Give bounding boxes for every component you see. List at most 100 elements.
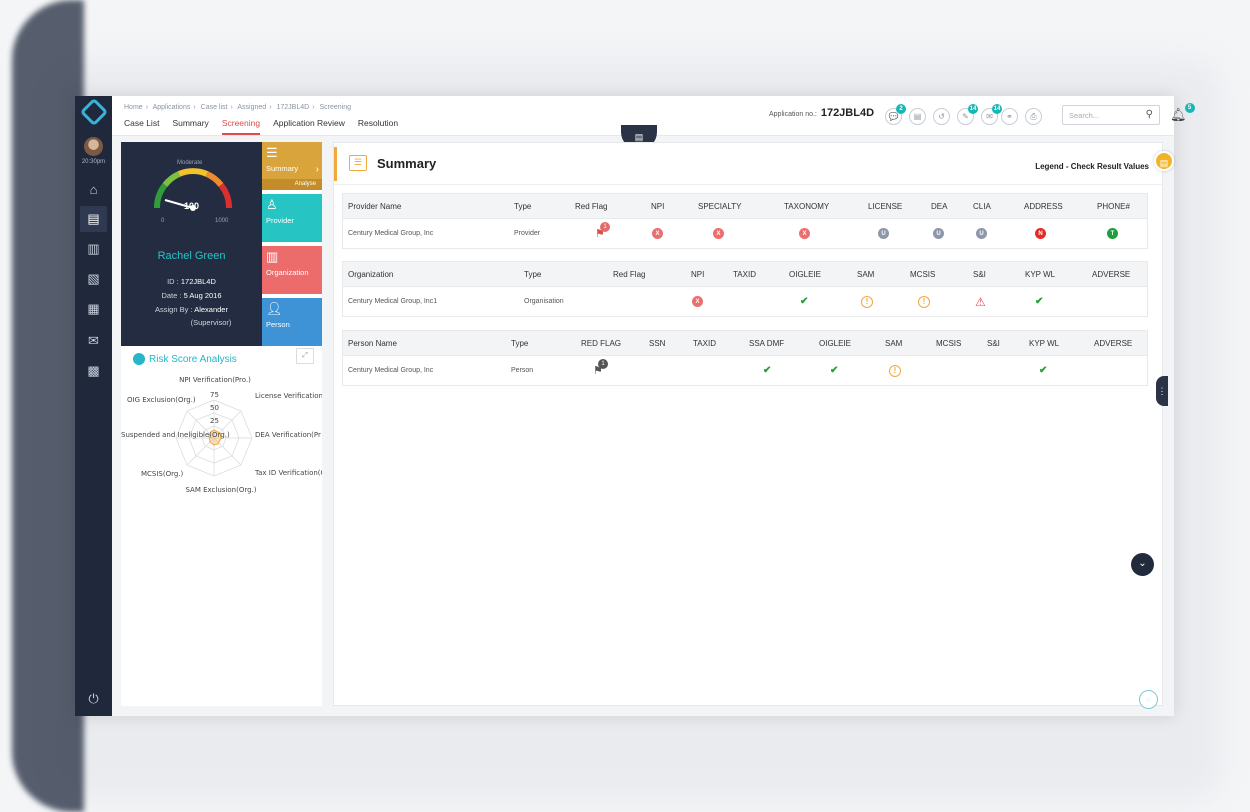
kyp-wl-cell[interactable]: ✔	[1039, 356, 1047, 385]
col-person-name: Person Name	[348, 338, 397, 348]
breadcrumb-case-list[interactable]: Case list	[200, 104, 228, 111]
top-bar: Home › Applications › Case list › Assigned ›…	[112, 96, 1195, 136]
flag-icon: ⚑ 1	[595, 222, 610, 240]
flag-badge: 1	[600, 222, 610, 232]
application-number-label: Application no.:	[769, 111, 817, 118]
breadcrumb-applications[interactable]: Applications	[152, 104, 191, 111]
history-button[interactable]: ↺	[933, 108, 950, 125]
dea-cell[interactable]: U	[933, 219, 944, 248]
documents-button[interactable]: ▤	[909, 108, 926, 125]
edit-icon: ✎	[962, 112, 969, 121]
application-window: 20:30pm ⌂ ▤ ▥ ▧ ▦ ✉ ▩ ⏻ Home › Applicatio…	[75, 96, 1195, 716]
kyp-wl-cell[interactable]: ✔	[1035, 287, 1043, 316]
side-tab-person[interactable]: 👤︎ Person	[262, 298, 322, 346]
analyse-label[interactable]: Analyse	[262, 179, 322, 190]
flag-icon: ⚑ 1	[593, 359, 608, 377]
document-edit-icon[interactable]: ▦	[87, 301, 100, 316]
radar-axis-suspended: Suspended and Ineligible(Org.)	[121, 431, 230, 439]
power-icon[interactable]: ⏻	[88, 691, 99, 706]
clipboard-icon[interactable]: ▤	[80, 206, 107, 232]
check-icon: ✔	[1039, 365, 1048, 376]
npi-cell[interactable]: X	[652, 219, 663, 248]
buildings-icon[interactable]: ▥	[87, 241, 100, 256]
notifications-button[interactable]: 🔔︎ 5	[1170, 103, 1195, 123]
legend-link[interactable]: Legend - Check Result Values	[1035, 162, 1149, 171]
fail-icon: X	[652, 228, 663, 239]
print-button[interactable]: ⎙	[1025, 108, 1042, 125]
chat-support-button[interactable]: ◌	[1139, 690, 1158, 709]
profile-id: ID : 172JBL4D	[121, 277, 262, 286]
profile-id-value: 172JBL4D	[180, 277, 216, 286]
handshake-button[interactable]: ⚭	[1001, 108, 1018, 125]
red-flag-cell[interactable]: ⚑ 1	[593, 356, 608, 385]
radar-tick-75: 75	[210, 391, 219, 399]
license-cell[interactable]: U	[878, 219, 889, 248]
expand-button[interactable]: ⤢	[296, 348, 314, 364]
app-logo-icon[interactable]	[79, 97, 109, 127]
breadcrumb-application-id[interactable]: 172JBL4D	[276, 104, 310, 111]
search-icon[interactable]: ⚲	[1145, 109, 1153, 120]
specialty-cell[interactable]: X	[713, 219, 724, 248]
mail-icon[interactable]: ✉	[88, 333, 99, 348]
profile-assign: Assign By : Alexander	[121, 305, 262, 314]
home-icon[interactable]: ⌂	[89, 181, 98, 197]
sam-cell[interactable]: !	[889, 356, 901, 385]
col-license: LICENSE	[868, 201, 903, 211]
col-oigleie: OIGLEIE	[789, 269, 822, 279]
side-tab-summary[interactable]: ☰ Summary › Analyse	[262, 142, 322, 190]
tab-case-list[interactable]: Case List	[124, 118, 160, 128]
side-tab-organization[interactable]: ▥ Organization	[262, 246, 322, 294]
chevron-down-icon: ⌄	[1138, 558, 1147, 569]
col-kyp-wl: KYP WL	[1025, 269, 1056, 279]
person-name[interactable]: Century Medical Group, Inc	[348, 367, 434, 374]
radar-axis-license: License Verification(Pro.)	[255, 392, 322, 400]
tab-application-review[interactable]: Application Review	[273, 118, 345, 128]
tab-resolution[interactable]: Resolution	[357, 118, 399, 128]
oigleie-cell[interactable]: ✔	[800, 287, 808, 316]
clia-cell[interactable]: U	[976, 219, 987, 248]
table-row[interactable]: Century Medical Group, Inc Person ⚑ 1 ✔ ✔…	[343, 356, 1147, 385]
edit-button[interactable]: ✎ 14	[957, 104, 978, 125]
chat-bubble-icon: ◌	[1146, 695, 1151, 704]
legend-button[interactable]: ▤	[1154, 151, 1174, 171]
breadcrumb-home[interactable]: Home	[124, 104, 143, 111]
side-menu-handle[interactable]: ⋮	[1156, 376, 1168, 406]
checklist-icon[interactable]: ▧	[87, 271, 100, 286]
organization-table-header: Organization Type Red Flag NPI TAXID OIG…	[343, 262, 1147, 287]
breadcrumb-assigned[interactable]: Assigned	[237, 104, 267, 111]
col-sam: SAM	[885, 338, 903, 348]
oigleie-cell[interactable]: ✔	[830, 356, 838, 385]
mail-button[interactable]: ✉ 14	[981, 104, 1002, 125]
col-adverse: ADVERSE	[1094, 338, 1133, 348]
col-taxonomy: TAXONOMY	[784, 201, 830, 211]
organization-name[interactable]: Century Medical Group, Inc1	[348, 298, 438, 305]
chat-icon: 💬	[888, 112, 899, 121]
phone-cell[interactable]: T	[1107, 219, 1118, 248]
sam-cell[interactable]: !	[861, 287, 873, 316]
chat-button[interactable]: 💬 2	[885, 104, 906, 125]
col-taxid: TAXID	[733, 269, 756, 279]
side-tab-provider[interactable]: ♙ Provider	[262, 194, 322, 242]
provider-name[interactable]: Century Medical Group, Inc	[348, 230, 434, 237]
tab-summary[interactable]: Summary	[172, 118, 209, 128]
report-icon[interactable]: ▩	[87, 363, 100, 378]
expand-icon: ⤢	[302, 352, 308, 359]
col-adverse: ADVERSE	[1092, 269, 1131, 279]
ssa-dmf-cell[interactable]: ✔	[763, 356, 771, 385]
person-icon: 👤︎	[266, 301, 283, 316]
tab-screening[interactable]: Screening	[221, 118, 261, 135]
address-cell[interactable]: N	[1035, 219, 1046, 248]
mcsis-cell[interactable]: !	[918, 287, 930, 316]
fail-icon: X	[692, 296, 703, 307]
avatar[interactable]	[84, 137, 103, 156]
table-row[interactable]: Century Medical Group, Inc1 Organisation…	[343, 287, 1147, 316]
scroll-down-button[interactable]: ⌄	[1131, 553, 1154, 576]
search-input[interactable]: Search... ⚲	[1062, 105, 1160, 125]
table-row[interactable]: Century Medical Group, Inc Provider ⚑ 1 X…	[343, 219, 1147, 248]
si-cell[interactable]: ⚠	[975, 287, 986, 316]
taxonomy-cell[interactable]: X	[799, 219, 810, 248]
col-mcsis: MCSIS	[910, 269, 936, 279]
npi-cell[interactable]: X	[692, 287, 703, 316]
col-si: S&I	[987, 338, 1000, 348]
red-flag-cell[interactable]: ⚑ 1	[595, 219, 610, 248]
